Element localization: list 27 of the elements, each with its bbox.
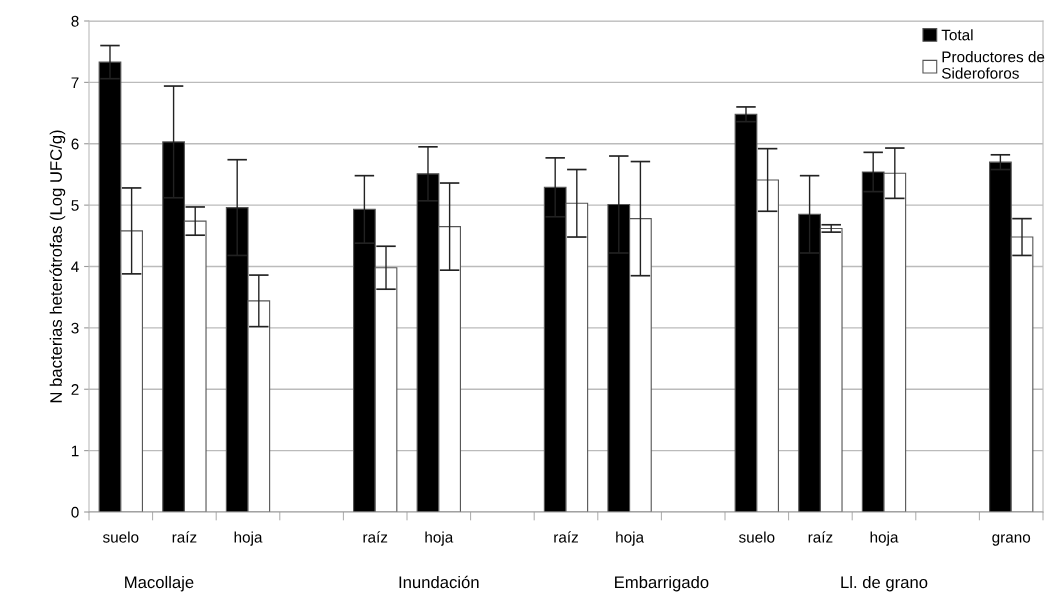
x-tick-label: raíz <box>363 531 388 543</box>
x-tick-label: suelo <box>738 531 775 543</box>
y-tick-label: 2 <box>71 384 79 395</box>
y-axis-title: N bacterias heterótrofas (Log UFC/g) <box>49 130 66 403</box>
x-tick-label: raíz <box>808 531 833 543</box>
x-tick-label: hoja <box>870 531 899 546</box>
text: Ll. de grano <box>841 575 928 592</box>
legend-label: Total <box>941 29 973 41</box>
x-tick-label: hoja <box>616 531 645 546</box>
x-tick-label: hoja <box>234 531 263 546</box>
y-tick-label: 8 <box>71 15 79 27</box>
x-tick-label: hoja <box>425 531 454 546</box>
text: Macollaje <box>125 575 194 592</box>
y-tick-label: 5 <box>71 200 79 211</box>
legend-label: Productores de Sideroforos <box>941 51 1045 79</box>
x-tick-label: raíz <box>554 531 578 543</box>
text: Inundación <box>399 575 479 589</box>
text: Embarrigado <box>615 575 709 592</box>
y-tick-label: 1 <box>71 445 79 457</box>
y-tick-label: 7 <box>71 77 79 88</box>
y-tick-label: 0 <box>71 506 79 518</box>
y-tick-label: 6 <box>71 138 79 150</box>
x-tick-label: raíz <box>172 531 197 543</box>
y-tick-label: 4 <box>71 261 79 273</box>
x-tick-label: suelo <box>102 531 139 543</box>
y-tick-label: 3 <box>71 322 79 334</box>
x-tick-label: grano <box>992 534 1031 546</box>
